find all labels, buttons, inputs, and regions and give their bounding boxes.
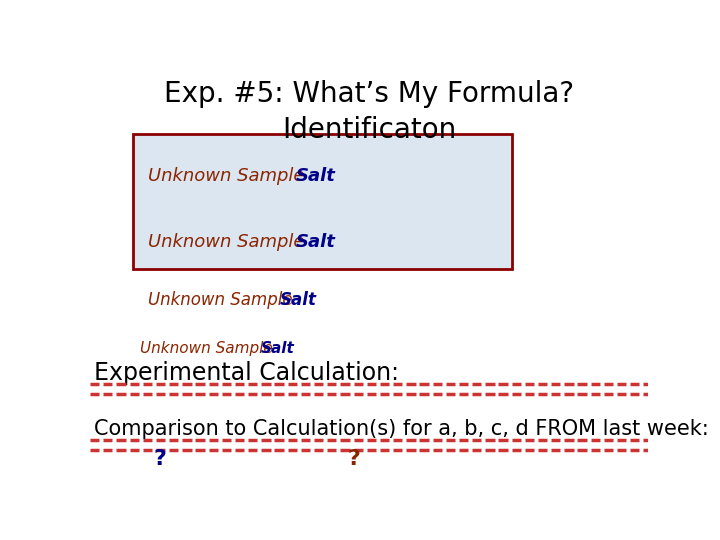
Text: Experimental Calculation:: Experimental Calculation:	[94, 361, 399, 385]
Text: Salt: Salt	[280, 291, 317, 309]
Text: ?: ?	[347, 449, 360, 469]
Text: Exp. #5: What’s My Formula?
Identificaton: Exp. #5: What’s My Formula? Identificato…	[164, 80, 574, 144]
FancyBboxPatch shape	[132, 134, 513, 269]
Text: Salt: Salt	[295, 167, 336, 185]
Text: Salt: Salt	[295, 233, 336, 251]
Text: Salt: Salt	[261, 341, 294, 356]
Text: Unknown Sample: Unknown Sample	[148, 167, 305, 185]
Text: Unknown Sample: Unknown Sample	[148, 291, 293, 309]
Text: ?: ?	[153, 449, 166, 469]
Text: Comparison to Calculation(s) for a, b, c, d FROM last week:: Comparison to Calculation(s) for a, b, c…	[94, 419, 708, 439]
Text: Unknown Sample: Unknown Sample	[148, 233, 305, 251]
Text: Unknown Sample: Unknown Sample	[140, 341, 273, 356]
